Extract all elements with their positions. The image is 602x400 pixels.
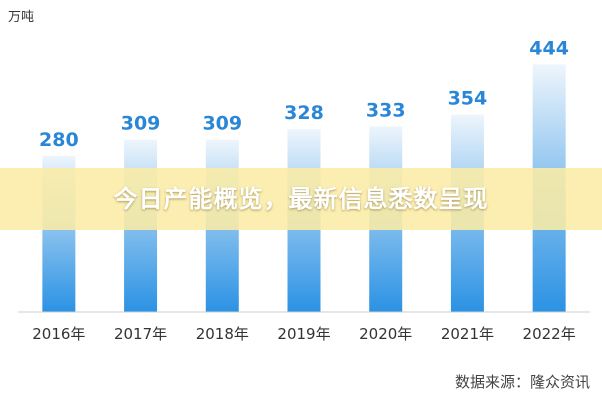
x-tick-label-2017年: 2017年 [114, 325, 167, 343]
x-tick-labels: 2016年 2017年 2018年 2019年 2020年 2021年 2022年 [32, 325, 575, 343]
x-tick-label-2021年: 2021年 [441, 325, 494, 343]
x-tick-label-2018年: 2018年 [196, 325, 249, 343]
value-label-2016年: 280 [39, 129, 79, 151]
value-label-2020年: 333 [366, 99, 406, 121]
x-tick-label-2020年: 2020年 [359, 325, 412, 343]
headline-text: 今日产能概览，最新信息悉数呈现 [113, 185, 489, 213]
x-tick-label-2019年: 2019年 [277, 325, 330, 343]
value-label-2017年: 309 [121, 113, 161, 135]
value-label-2019年: 328 [284, 102, 324, 124]
headline-banner: 今日产能概览，最新信息悉数呈现 [0, 168, 602, 230]
x-tick-label-2022年: 2022年 [523, 325, 576, 343]
value-label-2018年: 309 [202, 113, 242, 135]
value-labels: 280 309 309 328 333 354 444 [39, 37, 569, 150]
x-tick-label-2016年: 2016年 [32, 325, 85, 343]
data-source-label: 数据来源：隆众资讯 [454, 373, 590, 391]
y-axis-unit-label: 万吨 [8, 10, 35, 25]
value-label-2022年: 444 [529, 37, 569, 59]
value-label-2021年: 354 [448, 88, 488, 110]
